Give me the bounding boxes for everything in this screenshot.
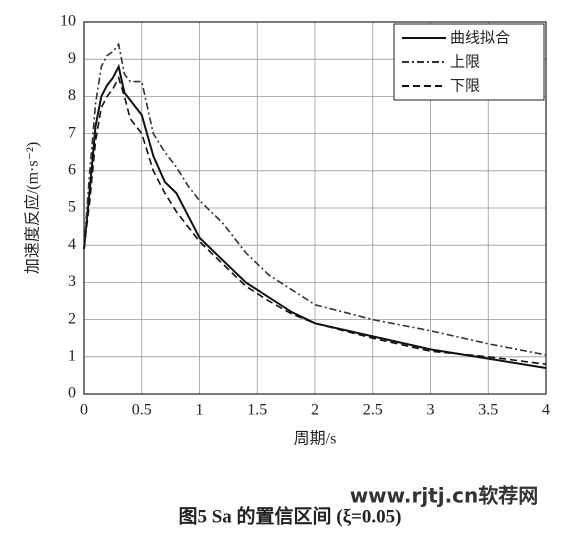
plot-frame bbox=[83, 21, 547, 395]
y-tick-label: 5 bbox=[68, 199, 76, 216]
x-tick-label: 4 bbox=[542, 402, 550, 419]
y-tick-label: 0 bbox=[68, 385, 76, 402]
watermark: www.rjtj.cn软荐网 bbox=[350, 484, 539, 508]
x-tick-label: 2 bbox=[311, 402, 319, 419]
caption: 图5 Sa 的置信区间 (ξ=0.05) bbox=[178, 504, 401, 527]
y-tick-label: 2 bbox=[68, 310, 76, 327]
y-tick-label: 7 bbox=[68, 124, 76, 141]
y-axis-label: 加速度反应/(m·s⁻²) bbox=[23, 142, 42, 274]
series-line bbox=[83, 63, 547, 369]
x-tick-label: 1 bbox=[196, 402, 204, 419]
x-tick-label: 0.5 bbox=[132, 402, 152, 419]
y-tick-label: 4 bbox=[68, 236, 76, 253]
series-line bbox=[83, 75, 547, 366]
x-tick-label: 1.5 bbox=[247, 402, 267, 419]
y-tick-label: 6 bbox=[68, 161, 76, 178]
legend-label: 曲线拟合 bbox=[450, 29, 510, 47]
y-tick-label: 9 bbox=[68, 50, 76, 67]
series-line bbox=[83, 42, 547, 356]
legend-label: 上限 bbox=[450, 53, 480, 71]
x-tick-label: 3 bbox=[427, 402, 435, 419]
y-tick-label: 3 bbox=[68, 273, 76, 290]
y-tick-label: 1 bbox=[68, 347, 76, 364]
x-axis-label: 周期/s bbox=[294, 430, 337, 448]
legend-label: 下限 bbox=[450, 77, 480, 95]
x-tick-label: 0 bbox=[80, 402, 88, 419]
x-tick-label: 2.5 bbox=[363, 402, 383, 419]
y-tick-label: 8 bbox=[68, 87, 76, 104]
x-tick-label: 3.5 bbox=[478, 402, 498, 419]
y-tick-label: 10 bbox=[60, 13, 76, 30]
